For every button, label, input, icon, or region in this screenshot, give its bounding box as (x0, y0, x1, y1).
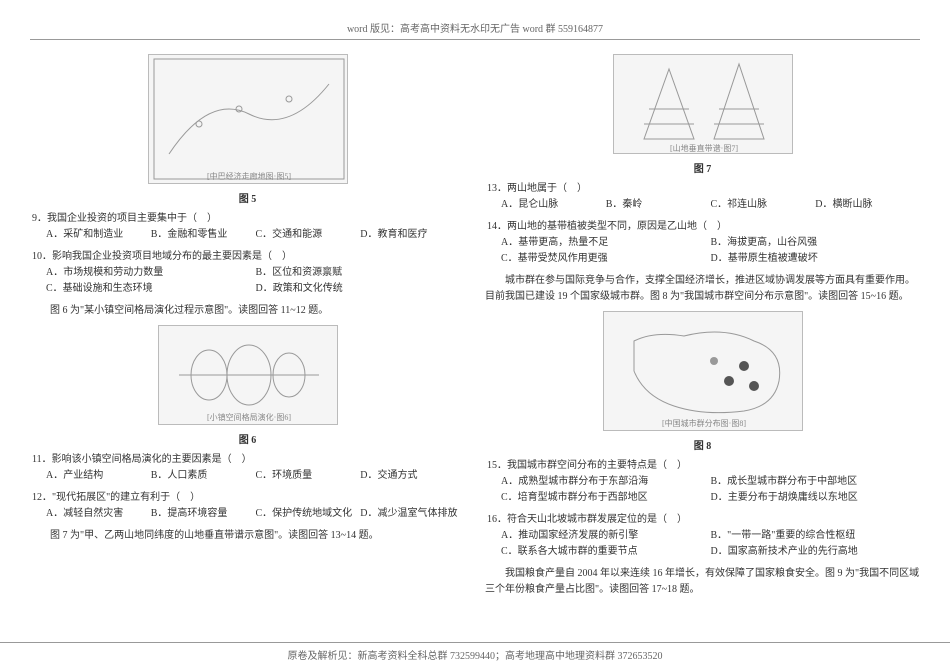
figure-5-label: 图 5 (30, 190, 465, 205)
right-column: [山地垂直带谱·图7] 图 7 13．两山地属于（ ） A．昆仑山脉 B．秦岭 … (485, 48, 920, 604)
option-label: A．产业结构 (46, 468, 151, 484)
option-label: D．减少温室气体排放 (360, 506, 465, 522)
option-label: A．推动国家经济发展的新引擎 (501, 528, 711, 544)
question-9-options: A．采矿和制造业 B．金融和零售业 C．交通和能源 D．教育和医疗 (30, 227, 465, 243)
option-label: A．采矿和制造业 (46, 227, 151, 243)
option-label: B．区位和资源禀赋 (256, 265, 466, 281)
option-label: A．昆仑山脉 (501, 197, 606, 213)
figure-5-map: [中巴经济走廊地图·图5] (148, 54, 348, 184)
option-label: D．政策和文化传统 (256, 281, 466, 297)
option-label: C．联系各大城市群的重要节点 (501, 544, 711, 560)
svg-text:[小镇空间格局演化·图6]: [小镇空间格局演化·图6] (207, 412, 291, 422)
option-label: A．市场规模和劳动力数量 (46, 265, 256, 281)
svg-text:[中国城市群分布图·图8]: [中国城市群分布图·图8] (662, 418, 746, 428)
page-columns: [中巴经济走廊地图·图5] 图 5 9．我国企业投资的项目主要集中于（ ） A．… (30, 48, 920, 604)
svg-text:[山地垂直带谱·图7]: [山地垂直带谱·图7] (670, 143, 738, 153)
option-label: C．交通和能源 (256, 227, 361, 243)
figure-6-label: 图 6 (30, 431, 465, 446)
option-label: B．提高环境容量 (151, 506, 256, 522)
question-12-stem: 12．"现代拓展区"的建立有利于（ ） (30, 490, 465, 506)
question-14-options: A．基带更高，热量不足 B．海拔更高，山谷风强 C．基带受焚风作用更强 D．基带… (485, 235, 920, 267)
figure-8-map: [中国城市群分布图·图8] (603, 311, 803, 431)
option-label: C．环境质量 (256, 468, 361, 484)
question-10-options: A．市场规模和劳动力数量 B．区位和资源禀赋 C．基础设施和生态环境 D．政策和… (30, 265, 465, 297)
left-column: [中巴经济走廊地图·图5] 图 5 9．我国企业投资的项目主要集中于（ ） A．… (30, 48, 465, 604)
question-9: 9．我国企业投资的项目主要集中于（ ） A．采矿和制造业 B．金融和零售业 C．… (30, 211, 465, 243)
option-label: A．减轻自然灾害 (46, 506, 151, 522)
option-label: C．培育型城市群分布于西部地区 (501, 490, 711, 506)
question-10-stem: 10．影响我国企业投资项目地域分布的最主要因素是（ ） (30, 249, 465, 265)
option-label: B．成长型城市群分布于中部地区 (711, 474, 921, 490)
china-map-icon: [中国城市群分布图·图8] (604, 311, 802, 431)
intro-fig6: 图 6 为"某小镇空间格局演化过程示意图"。读图回答 11~12 题。 (30, 303, 465, 319)
svg-text:[中巴经济走廊地图·图5]: [中巴经济走廊地图·图5] (207, 171, 291, 181)
option-label: A．成熟型城市群分布于东部沿海 (501, 474, 711, 490)
option-label: B．金融和零售业 (151, 227, 256, 243)
question-15-options: A．成熟型城市群分布于东部沿海 B．成长型城市群分布于中部地区 C．培育型城市群… (485, 474, 920, 506)
figure-8-label: 图 8 (485, 437, 920, 452)
option-label: D．基带原生植被遭破坏 (711, 251, 921, 267)
option-label: D．教育和医疗 (360, 227, 465, 243)
mountain-diagram-icon: [山地垂直带谱·图7] (614, 54, 792, 154)
option-label: C．祁连山脉 (711, 197, 816, 213)
question-16-stem: 16．符合天山北坡城市群发展定位的是（ ） (485, 512, 920, 528)
question-9-stem: 9．我国企业投资的项目主要集中于（ ） (30, 211, 465, 227)
question-11: 11．影响该小镇空间格局演化的主要因素是（ ） A．产业结构 B．人口素质 C．… (30, 452, 465, 484)
option-label: D．交通方式 (360, 468, 465, 484)
question-13-stem: 13．两山地属于（ ） (485, 181, 920, 197)
question-13: 13．两山地属于（ ） A．昆仑山脉 B．秦岭 C．祁连山脉 D．横断山脉 (485, 181, 920, 213)
option-label: B．"一带一路"重要的综合性枢纽 (711, 528, 921, 544)
intro-fig8: 城市群在参与国际竞争与合作，支撑全国经济增长，推进区域协调发展等方面具有重要作用… (485, 273, 920, 305)
option-label: D．主要分布于胡焕庸线以东地区 (711, 490, 921, 506)
question-12-options: A．减轻自然灾害 B．提高环境容量 C．保护传统地域文化 D．减少温室气体排放 (30, 506, 465, 522)
question-16-options: A．推动国家经济发展的新引擎 B．"一带一路"重要的综合性枢纽 C．联系各大城市… (485, 528, 920, 560)
figure-7-label: 图 7 (485, 160, 920, 175)
option-label: B．海拔更高，山谷风强 (711, 235, 921, 251)
question-13-options: A．昆仑山脉 B．秦岭 C．祁连山脉 D．横断山脉 (485, 197, 920, 213)
question-12: 12．"现代拓展区"的建立有利于（ ） A．减轻自然灾害 B．提高环境容量 C．… (30, 490, 465, 522)
question-11-stem: 11．影响该小镇空间格局演化的主要因素是（ ） (30, 452, 465, 468)
intro-fig7: 图 7 为"甲、乙两山地同纬度的山地垂直带谱示意图"。读图回答 13~14 题。 (30, 528, 465, 544)
page-header: word 版见：高考高中资料无水印无广告 word 群 559164877 (30, 20, 920, 40)
map-placeholder-icon: [中巴经济走廊地图·图5] (149, 54, 347, 184)
option-label: D．横断山脉 (815, 197, 920, 213)
question-15-stem: 15．我国城市群空间分布的主要特点是（ ） (485, 458, 920, 474)
question-15: 15．我国城市群空间分布的主要特点是（ ） A．成熟型城市群分布于东部沿海 B．… (485, 458, 920, 506)
question-16: 16．符合天山北坡城市群发展定位的是（ ） A．推动国家经济发展的新引擎 B．"… (485, 512, 920, 560)
option-label: C．基带受焚风作用更强 (501, 251, 711, 267)
figure-7-diagram: [山地垂直带谱·图7] (613, 54, 793, 154)
option-label: D．国家高新技术产业的先行高地 (711, 544, 921, 560)
question-14-stem: 14．两山地的基带植被类型不同，原因是乙山地（ ） (485, 219, 920, 235)
diagram-placeholder-icon: [小镇空间格局演化·图6] (159, 325, 337, 425)
figure-6-diagram: [小镇空间格局演化·图6] (158, 325, 338, 425)
option-label: B．秦岭 (606, 197, 711, 213)
page-footer: 原卷及解析见：新高考资料全科总群 732599440；高考地理高中地理资料群 3… (0, 642, 950, 662)
intro-fig9: 我国粮食产量自 2004 年以来连续 16 年增长，有效保障了国家粮食安全。图 … (485, 566, 920, 598)
option-label: A．基带更高，热量不足 (501, 235, 711, 251)
option-label: C．基础设施和生态环境 (46, 281, 256, 297)
question-14: 14．两山地的基带植被类型不同，原因是乙山地（ ） A．基带更高，热量不足 B．… (485, 219, 920, 267)
option-label: B．人口素质 (151, 468, 256, 484)
option-label: C．保护传统地域文化 (256, 506, 361, 522)
question-11-options: A．产业结构 B．人口素质 C．环境质量 D．交通方式 (30, 468, 465, 484)
question-10: 10．影响我国企业投资项目地域分布的最主要因素是（ ） A．市场规模和劳动力数量… (30, 249, 465, 297)
